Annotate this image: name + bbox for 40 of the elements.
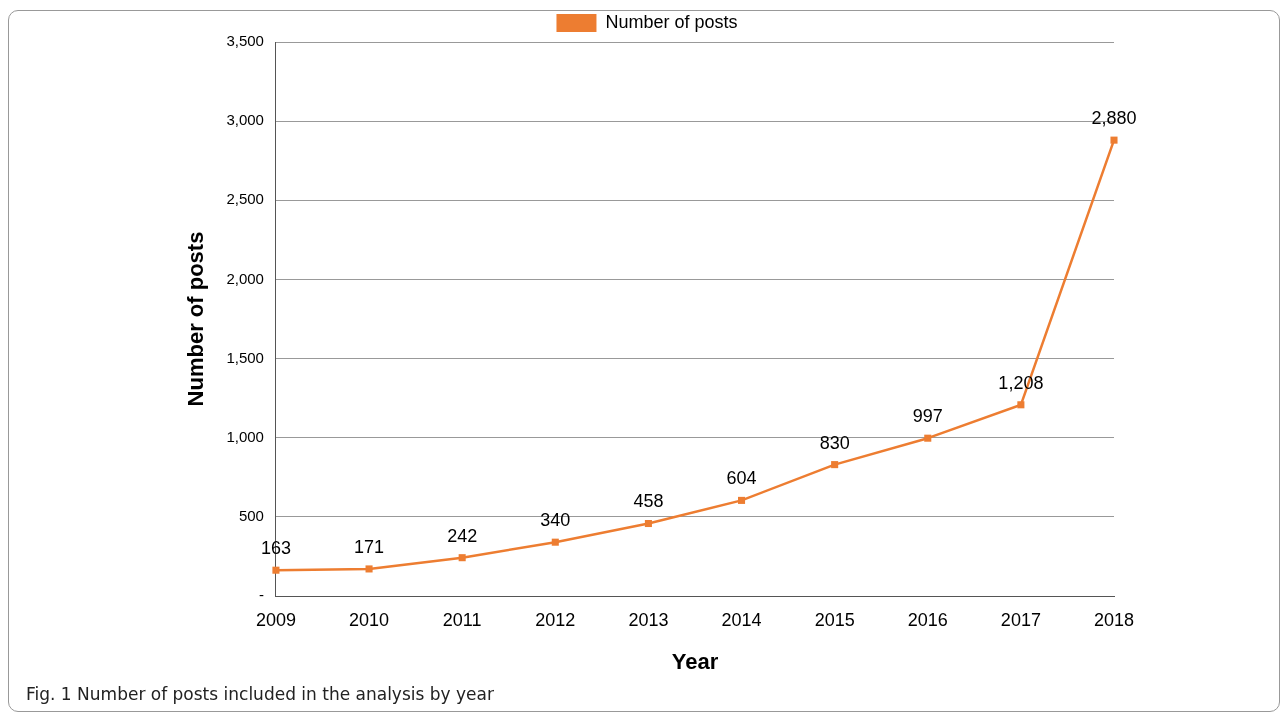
- point: [1017, 401, 1025, 409]
- text: 340: [540, 510, 571, 531]
- x-tick-label: 2016: [907, 609, 948, 630]
- text: 242: [447, 525, 478, 546]
- y-tick-label: -: [258, 586, 264, 604]
- text: 830: [819, 432, 850, 453]
- point: [644, 519, 652, 528]
- text: 604: [726, 468, 757, 489]
- point: [737, 496, 746, 504]
- point: [458, 554, 466, 562]
- y-tick-label: 2,500: [226, 190, 264, 208]
- x-tick-label: 2018: [1093, 609, 1135, 630]
- y-tick-label: 500: [238, 507, 264, 524]
- x-tick-label: 2012: [535, 609, 576, 630]
- x-tick-label: 2017: [1000, 609, 1041, 630]
- legend-label: Number of posts: [605, 11, 738, 32]
- point: [272, 566, 280, 574]
- x-tick-label: 2010: [349, 609, 390, 630]
- x-tick-label: 2015: [814, 609, 855, 630]
- point: [551, 538, 559, 546]
- caption: Fig. 1 Number of posts included in the analysis by year: [26, 684, 494, 704]
- x-tick-label: 2009: [255, 609, 296, 630]
- y-axis-title: Number of posts: [183, 231, 209, 407]
- y-tick-label: 3,500: [226, 32, 264, 50]
- x-axis-title: Year: [671, 648, 719, 674]
- point: [365, 565, 373, 573]
- y-tick-label: 3,000: [226, 111, 264, 129]
- x-tick-label: 2014: [721, 609, 762, 630]
- text: 171: [354, 536, 385, 557]
- point: [831, 461, 839, 469]
- y-tick-label: 1,000: [226, 427, 264, 445]
- text: 2,880: [1091, 108, 1137, 129]
- y-tick-label: 2,000: [226, 269, 264, 287]
- point: [1110, 136, 1118, 144]
- x-tick-label: 2013: [628, 609, 669, 630]
- point: [924, 434, 932, 442]
- x-tick-label: 2011: [442, 609, 482, 630]
- text: 997: [912, 406, 943, 427]
- y-tick-label: 1,500: [226, 348, 264, 366]
- text: 458: [633, 491, 664, 512]
